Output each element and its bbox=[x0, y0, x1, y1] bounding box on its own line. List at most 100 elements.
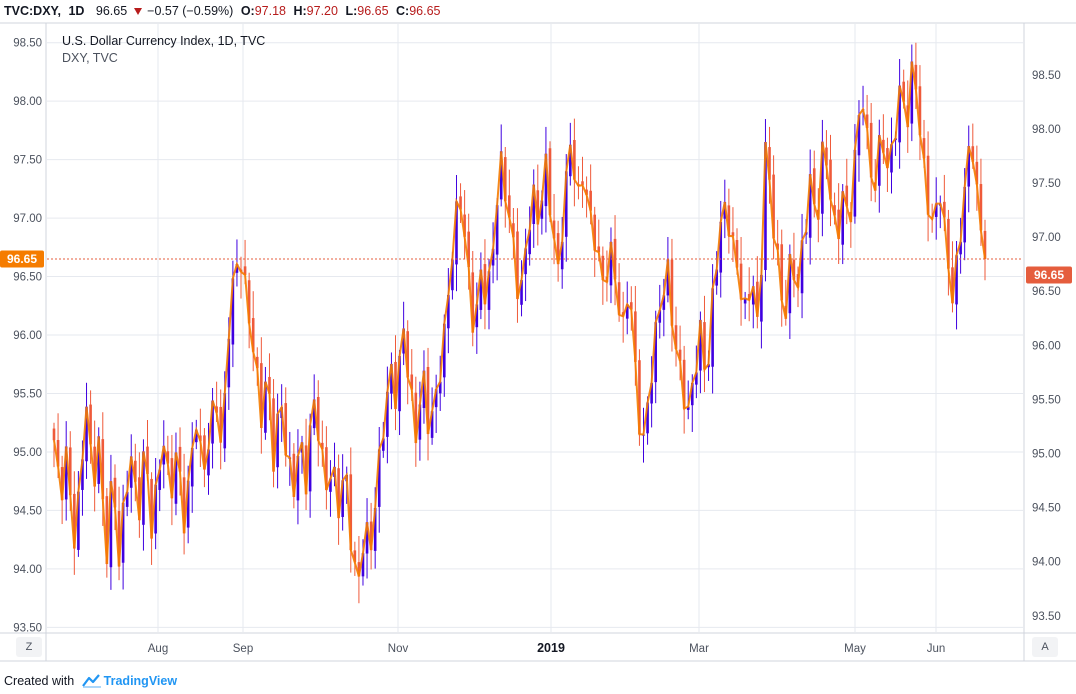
footer: Created with TradingView bbox=[4, 672, 177, 690]
candle-body bbox=[260, 363, 263, 428]
candle-body bbox=[312, 399, 316, 429]
time-axis[interactable]: Aug Sep Nov 2019 Mar May Jun bbox=[148, 641, 946, 655]
auto-scale-button[interactable]: A bbox=[1032, 637, 1058, 657]
candle-body bbox=[845, 185, 849, 207]
candle-body bbox=[231, 278, 235, 345]
time-tick-label: 2019 bbox=[537, 641, 565, 655]
candle-body bbox=[406, 331, 409, 378]
candle-body bbox=[292, 453, 296, 497]
candle-body bbox=[174, 452, 178, 504]
candle-body bbox=[483, 264, 487, 305]
right-tick-label: 95.50 bbox=[1032, 394, 1061, 406]
candle-body bbox=[971, 146, 975, 162]
candle-body bbox=[373, 508, 377, 551]
candle-body bbox=[422, 370, 426, 408]
candle-body bbox=[751, 286, 755, 305]
tradingview-brand-link[interactable]: TradingView bbox=[103, 674, 178, 688]
candle-body bbox=[109, 481, 113, 568]
candle-body bbox=[434, 389, 438, 408]
candle-body bbox=[121, 502, 125, 563]
candle-body bbox=[686, 406, 690, 410]
candle-body bbox=[382, 438, 385, 451]
candle-body bbox=[296, 455, 300, 501]
right-tick-label: 96.00 bbox=[1032, 340, 1061, 352]
candle-body bbox=[890, 144, 893, 173]
left-price-axis[interactable]: 98.50 98.00 97.50 97.00 96.50 96.00 95.50 95.00… bbox=[13, 38, 42, 635]
candle-body bbox=[64, 446, 68, 500]
candle-body bbox=[101, 439, 105, 500]
candle-body bbox=[178, 446, 182, 472]
right-tick-label: 94.50 bbox=[1032, 503, 1061, 515]
candle-body bbox=[536, 190, 540, 225]
low-label: L: bbox=[345, 4, 358, 18]
candle-body bbox=[508, 195, 511, 218]
legend-title[interactable]: U.S. Dollar Currency Index, 1D, TVC bbox=[62, 34, 265, 48]
candle-body bbox=[207, 449, 210, 476]
left-tick-label: 97.00 bbox=[13, 213, 42, 225]
candle-body bbox=[162, 445, 166, 465]
candle-body bbox=[699, 319, 702, 371]
candle-body bbox=[556, 233, 560, 265]
candle-body bbox=[593, 214, 597, 251]
candles bbox=[52, 42, 987, 604]
candle-body bbox=[499, 151, 503, 200]
open-label: O: bbox=[240, 4, 255, 18]
candle-body bbox=[255, 356, 259, 369]
candle-body bbox=[609, 241, 613, 286]
candle-body bbox=[77, 491, 80, 550]
candle-body bbox=[715, 269, 718, 286]
time-tick-label: Nov bbox=[388, 643, 409, 655]
candle-body bbox=[975, 161, 979, 185]
candle-body bbox=[503, 157, 507, 202]
candle-body bbox=[73, 493, 76, 549]
last-price: 96.65 bbox=[95, 4, 128, 18]
candle-body bbox=[512, 223, 515, 238]
time-tick-label: May bbox=[844, 643, 866, 655]
candle-body bbox=[829, 159, 832, 200]
candle-body bbox=[841, 191, 845, 245]
candle-body bbox=[138, 477, 141, 521]
price-tag-right: 96.65 bbox=[1026, 266, 1072, 284]
candle-body bbox=[268, 376, 271, 394]
candle-body bbox=[662, 295, 666, 310]
candle-body bbox=[211, 400, 214, 444]
candle-body bbox=[455, 201, 458, 265]
candle-body bbox=[808, 174, 812, 238]
right-tick-label: 97.50 bbox=[1032, 178, 1061, 190]
symbol-name[interactable]: TVC:DXY, bbox=[4, 4, 61, 18]
candle-body bbox=[284, 403, 288, 456]
candle-body bbox=[886, 148, 889, 169]
candle-body bbox=[528, 229, 531, 255]
candle-body bbox=[520, 279, 523, 305]
candle-body bbox=[943, 201, 946, 218]
candle-body bbox=[983, 230, 987, 260]
candle-body bbox=[788, 254, 792, 314]
candle-body bbox=[215, 406, 218, 413]
right-tick-label: 94.00 bbox=[1032, 557, 1061, 569]
candle-body bbox=[321, 442, 324, 450]
candle-body bbox=[877, 135, 881, 186]
right-tick-label: 96.50 bbox=[1032, 286, 1061, 298]
candle-body bbox=[573, 140, 576, 180]
left-tick-label: 97.50 bbox=[13, 155, 42, 167]
chart-frame bbox=[0, 22, 1076, 662]
candle-body bbox=[589, 190, 592, 211]
candle-body bbox=[219, 406, 222, 443]
tradingview-logo-icon bbox=[82, 674, 101, 688]
candle-body bbox=[349, 474, 353, 551]
candle-body bbox=[979, 184, 983, 231]
candle-body bbox=[81, 459, 84, 490]
candle-body bbox=[780, 244, 784, 301]
log-scale-button[interactable]: Z bbox=[16, 637, 42, 657]
candle-body bbox=[304, 445, 308, 495]
candle-body bbox=[719, 221, 723, 273]
candle-body bbox=[882, 139, 885, 153]
candle-body bbox=[402, 328, 405, 354]
timeframe[interactable]: 1D bbox=[68, 4, 85, 18]
candle-body bbox=[190, 447, 194, 487]
right-price-axis[interactable]: 98.50 98.00 97.50 97.00 96.50 96.00 95.50 95.00… bbox=[1032, 70, 1061, 623]
candle-body bbox=[142, 451, 145, 525]
candle-body bbox=[125, 491, 129, 507]
candle-body bbox=[585, 189, 588, 195]
